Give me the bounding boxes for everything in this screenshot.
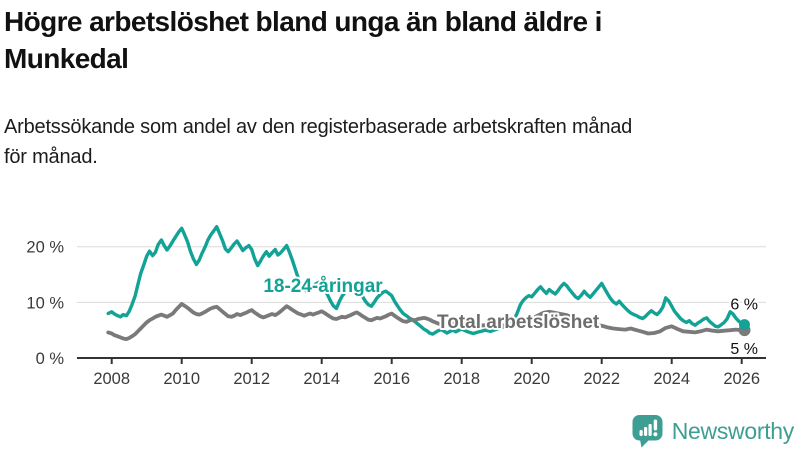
chart-subtitle: Arbetssökande som andel av den registerb…: [4, 116, 633, 168]
x-axis-tick-label: 2024: [653, 370, 690, 388]
x-axis-tick-label: 2008: [93, 370, 130, 388]
x-axis-tick-label: 2012: [233, 370, 270, 388]
y-axis-tick-label: 0 %: [36, 350, 65, 368]
series-end-dot: [739, 319, 750, 331]
x-axis-tick-label: 2020: [513, 370, 550, 388]
series-name-label-0: 18-24-åringar: [263, 276, 383, 297]
unemployment-line-chart: 0 % 10 % 20 % 2008 2010 2012 2014 2016 2018 2020 2…: [26, 225, 766, 388]
x-axis-tick-label: 2014: [303, 370, 340, 388]
newsworthy-wordmark: Newsworthy: [671, 417, 795, 444]
x-axis-tick-label: 2022: [583, 370, 620, 388]
x-axis-tick-label: 2010: [163, 370, 200, 388]
y-axis-tick-label: 10 %: [26, 294, 64, 312]
series-line-1: [106, 302, 747, 342]
series-end-value-label-1: 5 %: [730, 341, 758, 358]
x-axis-tick-label: 2018: [443, 370, 480, 388]
newsworthy-logo[interactable]: Newsworthy: [632, 412, 794, 450]
newsworthy-bar-chart-pin-icon: [632, 415, 663, 448]
series-name-label-1: Total arbetslöshet: [437, 312, 600, 333]
y-axis-tick-label: 20 %: [26, 239, 64, 257]
x-axis-tick-label: 2026: [723, 370, 760, 388]
chart-title: Högre arbetslöshet bland unga än bland ä…: [4, 6, 602, 74]
x-axis-tick-label: 2016: [373, 370, 410, 388]
series-end-value-label-0: 6 %: [730, 297, 758, 314]
